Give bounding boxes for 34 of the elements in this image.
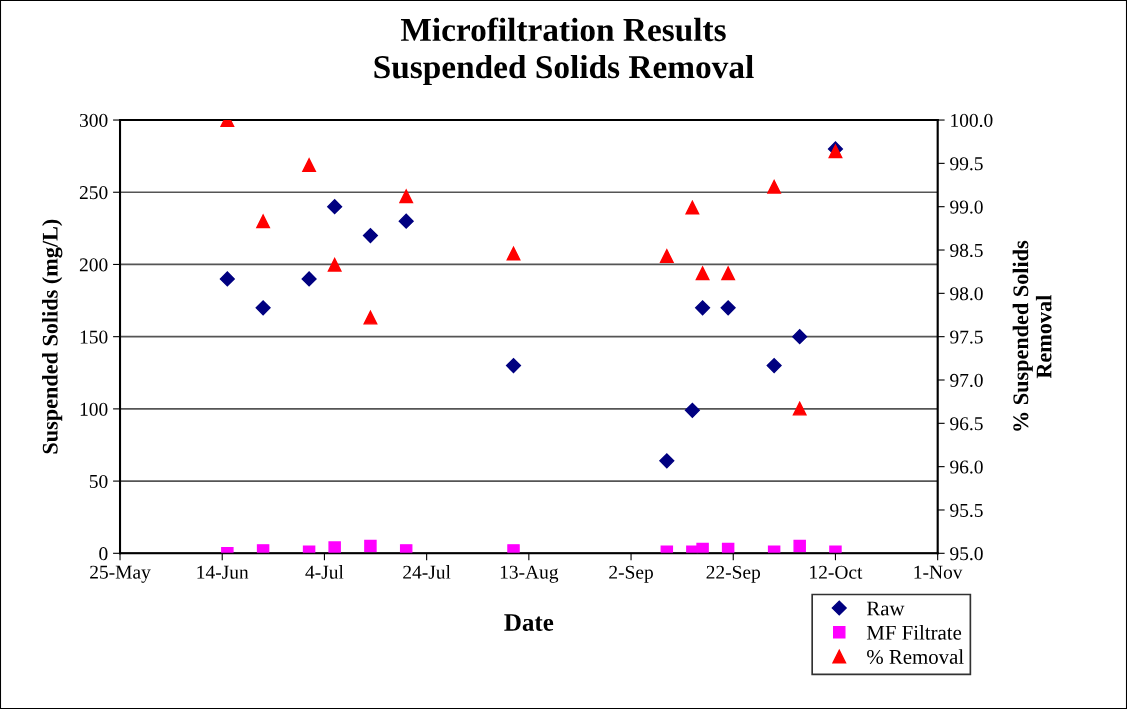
- y2-tick-label: 95.0: [950, 547, 983, 561]
- legend-label: MF Filtrate: [866, 625, 962, 640]
- x-tick-label: 24-Jul: [403, 565, 451, 579]
- x-tick-label: 22-Sep: [706, 565, 761, 583]
- y2-tick-label: 98.0: [950, 287, 983, 301]
- x-tick-label: 1-Nov: [914, 565, 963, 579]
- y-tick-label: 50: [89, 474, 108, 489]
- x-tick-label: 14-Jun: [197, 565, 249, 579]
- y-tick-label: 300: [79, 113, 108, 127]
- y2-tick-label: 97.0: [950, 373, 983, 388]
- x-tick-label: 25-May: [90, 565, 151, 583]
- y2-axis-title: % Suspended Solids Removal: [1012, 240, 1052, 431]
- y-tick-label: 100: [80, 402, 108, 416]
- y2-tick-label: 96.5: [950, 417, 983, 431]
- y2-tick-label: 100.0: [951, 113, 993, 128]
- y-tick-label: 0: [99, 547, 108, 561]
- y2-tick-label: 95.5: [950, 503, 983, 517]
- y2-tick-label: 98.5: [950, 243, 983, 258]
- y2-tick-label: 99.5: [950, 157, 983, 171]
- y-axis-title: Suspended Solids (mg/L): [42, 219, 63, 454]
- y-tick-label: 250: [79, 186, 108, 200]
- legend-label: Raw: [866, 601, 905, 616]
- x-tick-label: 13-Aug: [500, 565, 559, 583]
- chart-title: Microfiltration Results Suspended Solids Removal: [374, 17, 754, 86]
- x-tick-label: 2-Sep: [609, 565, 653, 583]
- y2-tick-label: 97.5: [950, 330, 983, 344]
- y2-tick-label: 99.0: [950, 200, 983, 214]
- y-tick-label: 200: [79, 258, 108, 272]
- x-tick-label: 12-Oct: [810, 565, 863, 579]
- x-axis-title: Date: [504, 614, 554, 631]
- y-tick-label: 150: [80, 330, 108, 344]
- x-tick-label: 4-Jul: [305, 565, 344, 579]
- y2-tick-label: 96.0: [950, 460, 983, 474]
- legend-label: % Removal: [867, 649, 964, 665]
